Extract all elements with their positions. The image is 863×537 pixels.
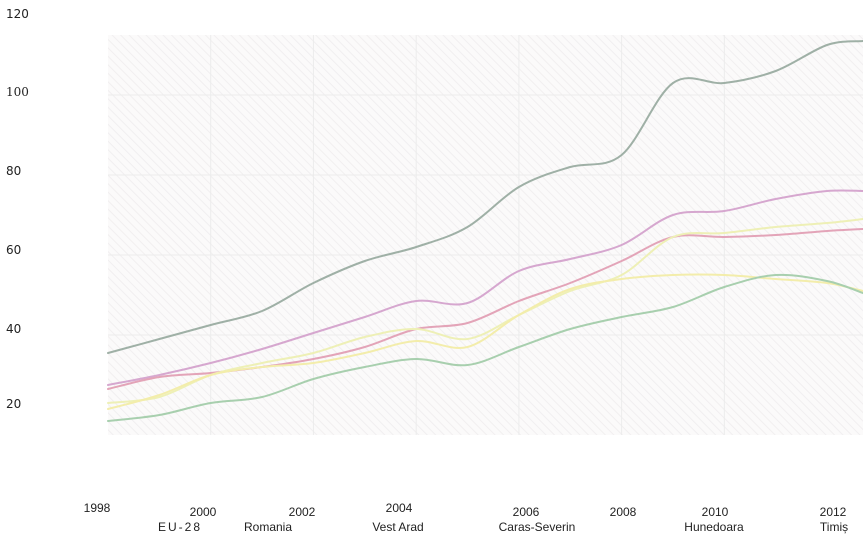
legend-label-eu28: EU-28: [158, 520, 202, 534]
x-tick-label: 2008: [610, 505, 637, 519]
y-tick-label: 40: [6, 322, 21, 336]
y-tick-label: 120: [6, 7, 29, 21]
legend-label-vest-arad: Vest Arad: [372, 520, 423, 534]
series-line-eu-28: [107, 40, 863, 354]
legend-label-romania: Romania: [244, 520, 292, 534]
y-tick-label: 100: [6, 85, 29, 99]
legend-label-caras-severin: Caras-Severin: [499, 520, 576, 534]
x-tick-label: 2012: [820, 505, 847, 519]
x-tick-label: 1998: [84, 501, 111, 515]
series-line-romania: [107, 189, 863, 386]
x-tick-label: 2004: [386, 501, 413, 515]
gridlines: [108, 35, 863, 435]
x-axis: 1998 2000 2002 2004 2006 2008 2010 2012: [84, 501, 847, 519]
x-tick-label: 2006: [513, 505, 540, 519]
y-axis: 20 40 60 80 100 120: [6, 7, 29, 411]
y-tick-label: 20: [6, 397, 21, 411]
legend-label-hunedoara: Hunedoara: [684, 520, 744, 534]
x-tick-label: 2002: [289, 505, 316, 519]
x-tick-label: 2010: [702, 505, 729, 519]
series-line-hunedoara: [107, 273, 863, 410]
x-tick-label: 2000: [190, 505, 217, 519]
legend: EU-28 Romania Vest Arad Caras-Severin Hu…: [158, 520, 848, 534]
y-tick-label: 80: [6, 164, 21, 178]
y-tick-label: 60: [6, 243, 21, 257]
series-line-caras-severin: [107, 218, 863, 404]
legend-label-timis: Timiș: [820, 520, 848, 534]
series-layer: [107, 40, 863, 422]
series-line-timi-: [107, 273, 863, 422]
